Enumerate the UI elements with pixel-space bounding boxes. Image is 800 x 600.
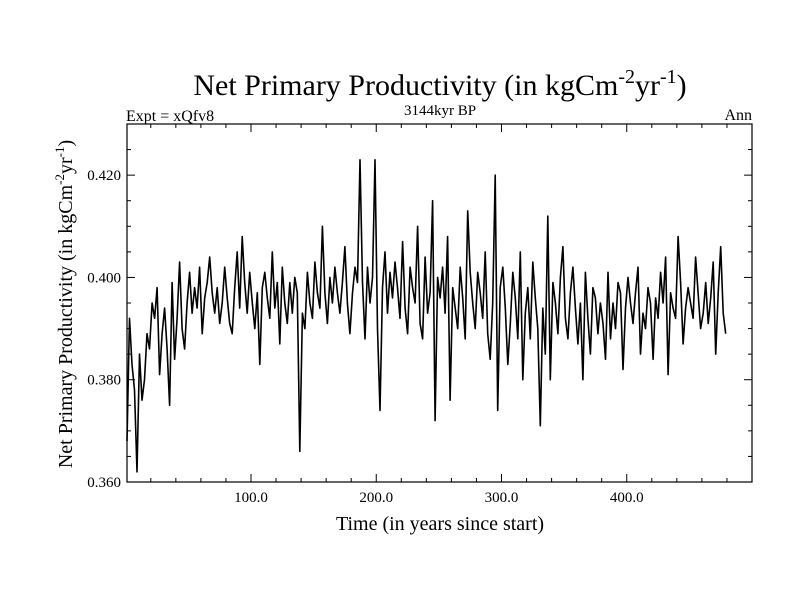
y-axis-label: Net Primary Productivity (in kgCm-2yr-1): [52, 140, 77, 468]
axis-ticks: [127, 123, 752, 483]
subtitle-center: 3144kyr BP: [404, 103, 476, 119]
series-line-npp: [126, 159, 727, 473]
ylabel-end: ): [55, 140, 77, 147]
x-axis-label: Time (in years since start): [336, 513, 544, 535]
title-sup2: -1: [660, 66, 677, 88]
title-mid: yr: [635, 69, 660, 102]
y-tick-label: 0.420: [87, 168, 121, 184]
subtitle-right: Ann: [724, 107, 752, 124]
axis-tick-labels: 100.0 200.0 300.0 400.0 0.360 0.380 0.400 0.420: [87, 168, 643, 506]
ylabel-sup1: -2: [52, 174, 67, 185]
subtitle-left: Expt = xQfv8: [126, 108, 214, 125]
ylabel-mid: yr: [55, 157, 77, 174]
title-sup1: -2: [618, 66, 635, 88]
x-tick-label: 100.0: [234, 490, 268, 506]
title-end: ): [677, 69, 687, 102]
x-tick-label: 200.0: [359, 490, 393, 506]
x-tick-label: 400.0: [610, 490, 644, 506]
y-tick-label: 0.380: [87, 373, 121, 389]
chart-title: Net Primary Productivity (in kgCm-2yr-1): [193, 66, 686, 102]
y-tick-label: 0.400: [87, 270, 121, 286]
ylabel-main: Net Primary Productivity (in kgCm: [55, 184, 77, 468]
y-tick-label: 0.360: [87, 475, 121, 491]
title-main: Net Primary Productivity (in kgCm: [193, 69, 618, 102]
ylabel-sup2: -1: [52, 147, 67, 158]
x-tick-label: 300.0: [485, 490, 519, 506]
